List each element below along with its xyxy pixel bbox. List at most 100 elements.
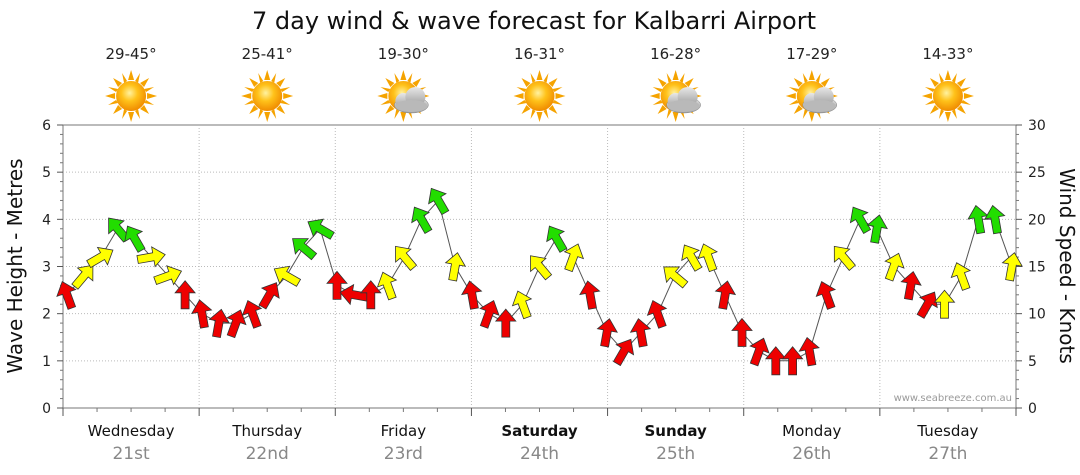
day-date-label: 23rd bbox=[384, 444, 423, 464]
wind-arrow bbox=[849, 206, 872, 234]
sun-icon bbox=[241, 70, 294, 122]
wind-arrow bbox=[444, 252, 467, 282]
day-name-label: Monday bbox=[782, 422, 841, 440]
sun-icon bbox=[105, 70, 158, 122]
sun-cloud-icon bbox=[785, 70, 838, 122]
wind-arrow bbox=[579, 280, 601, 310]
day-name-label: Wednesday bbox=[88, 422, 175, 440]
wind-arrow bbox=[815, 281, 837, 310]
wind-arrow bbox=[511, 290, 533, 320]
wind-arrow bbox=[749, 337, 770, 367]
day-headers: 29-45° Wednesday 21st 25-41° Thursday 22nd 19-… bbox=[88, 45, 979, 464]
day-temp-range: 16-31° bbox=[514, 45, 565, 63]
axes: 0 1 2 3 4 5 6 0 5 10 15 20 25 30 bbox=[42, 118, 1046, 417]
wind-arrow bbox=[258, 282, 280, 310]
wind-arrow bbox=[461, 280, 483, 310]
wind-arrow bbox=[900, 270, 922, 301]
day-temp-range: 29-45° bbox=[106, 45, 157, 63]
day-temp-range: 17-29° bbox=[786, 45, 837, 63]
wind-arrow bbox=[86, 246, 114, 269]
wind-arrow bbox=[933, 289, 956, 319]
sun-cloud-icon bbox=[649, 70, 702, 122]
wind-arrow bbox=[479, 299, 500, 329]
wind-arrow bbox=[153, 265, 183, 286]
wind-arrow bbox=[226, 309, 247, 339]
day-name-label: Sunday bbox=[644, 422, 707, 440]
wind-arrow bbox=[530, 255, 553, 281]
wind-arrow bbox=[731, 317, 753, 347]
y-tick-left: 3 bbox=[42, 260, 51, 276]
day-date-label: 26th bbox=[792, 444, 831, 464]
y-tick-right: 5 bbox=[1028, 354, 1037, 370]
y-tick-right: 25 bbox=[1028, 165, 1046, 181]
wind-arrow bbox=[681, 244, 703, 272]
y-tick-left: 2 bbox=[42, 307, 51, 323]
wind-arrow bbox=[273, 265, 302, 287]
day-name-label: Thursday bbox=[231, 422, 302, 440]
wind-arrow bbox=[56, 281, 77, 310]
sun-icon bbox=[513, 70, 566, 122]
wind-arrow bbox=[714, 280, 737, 310]
y-tick-left: 4 bbox=[42, 212, 51, 228]
wind-arrow bbox=[984, 204, 1006, 235]
y-tick-left: 1 bbox=[42, 354, 51, 370]
wind-arrow bbox=[428, 187, 450, 216]
wind-arrow bbox=[798, 336, 820, 367]
wind-arrow bbox=[563, 243, 585, 273]
wind-arrow bbox=[950, 262, 972, 291]
sun-cloud-icon bbox=[377, 70, 430, 122]
day-temp-range: 19-30° bbox=[378, 45, 429, 63]
wind-arrow bbox=[136, 246, 166, 268]
wind-arrow bbox=[292, 238, 318, 261]
wind-arrow bbox=[697, 243, 718, 273]
wind-arrow bbox=[866, 214, 888, 244]
wind-arrow bbox=[124, 225, 146, 253]
day-date-label: 21st bbox=[112, 444, 149, 464]
wind-arrow bbox=[326, 270, 348, 300]
wind-arrow bbox=[884, 252, 905, 282]
wind-arrow bbox=[916, 291, 938, 319]
day-name-label: Saturday bbox=[501, 422, 578, 440]
wind-arrow bbox=[411, 206, 433, 234]
day-name-label: Friday bbox=[381, 422, 427, 440]
wind-arrow bbox=[546, 225, 568, 253]
wind-arrow bbox=[208, 308, 230, 339]
wind-arrows bbox=[56, 187, 1023, 376]
y-tick-right: 20 bbox=[1028, 212, 1046, 228]
y-tick-right: 30 bbox=[1028, 118, 1046, 134]
day-temp-range: 25-41° bbox=[242, 45, 293, 63]
wind-arrow bbox=[174, 280, 196, 310]
wind-arrow bbox=[1001, 252, 1023, 282]
wind-arrow bbox=[307, 218, 335, 240]
day-date-label: 25th bbox=[656, 444, 695, 464]
day-temp-range: 16-28° bbox=[650, 45, 701, 63]
wind-arrow bbox=[663, 266, 689, 289]
y-axis-label-left: Wave Height - Metres bbox=[3, 158, 27, 373]
wind-arrow bbox=[359, 280, 382, 310]
wind-arrow bbox=[629, 318, 652, 348]
y-tick-left: 5 bbox=[42, 165, 51, 181]
y-tick-right: 0 bbox=[1028, 401, 1037, 417]
day-date-label: 24th bbox=[520, 444, 559, 464]
day-date-label: 27th bbox=[928, 444, 967, 464]
chart-title: 7 day wind & wave forecast for Kalbarri … bbox=[252, 7, 816, 35]
wind-arrow bbox=[596, 318, 618, 348]
y-tick-left: 0 bbox=[42, 401, 51, 417]
wind-arrow bbox=[612, 338, 635, 367]
wind-arrow bbox=[71, 264, 94, 290]
wind-arrow bbox=[781, 346, 804, 376]
wind-arrow bbox=[833, 245, 856, 271]
watermark: www.seabreeze.com.au bbox=[894, 393, 1012, 404]
wind-arrow bbox=[395, 245, 418, 271]
y-axis-label-right: Wind Speed - Knots bbox=[1055, 168, 1079, 364]
sun-icon bbox=[921, 70, 974, 122]
wind-arrow bbox=[191, 299, 213, 329]
gridlines bbox=[63, 125, 1016, 408]
y-tick-right: 10 bbox=[1028, 307, 1046, 323]
wind-arrow bbox=[494, 308, 517, 338]
day-temp-range: 14-33° bbox=[922, 45, 973, 63]
wind-arrow bbox=[646, 299, 668, 329]
y-tick-left: 6 bbox=[42, 118, 51, 134]
wind-arrow bbox=[376, 271, 398, 301]
